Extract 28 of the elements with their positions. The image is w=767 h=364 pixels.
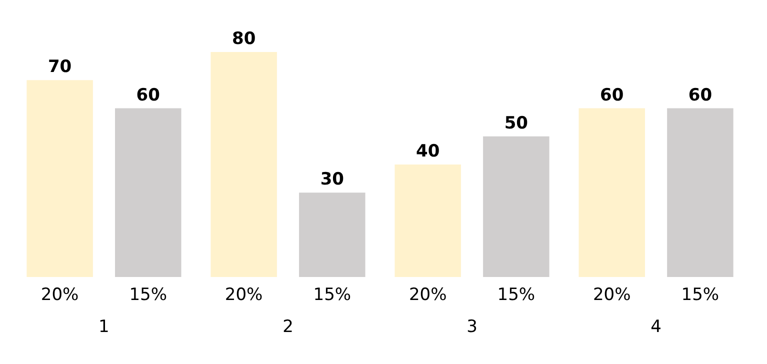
x-tick-label: 3 [466,317,478,337]
data-label: 60 [688,85,712,106]
data-label: 60 [600,85,624,106]
data-label: 30 [320,170,344,190]
bar [394,164,461,277]
data-label: 50 [504,113,528,134]
x-tick-label: 4 [650,317,662,337]
text: 15% [681,285,720,305]
bar [667,108,734,277]
bar [210,52,277,277]
bar [115,108,182,277]
x-tick-label: 2 [282,317,294,337]
series-label: 15% [129,285,168,305]
bar [483,136,550,277]
series-label: 20% [40,285,79,305]
data-label: 60 [136,85,160,106]
text: 15% [313,285,352,305]
data-label: 70 [48,57,72,78]
text: 20% [224,285,263,305]
bar [26,80,93,277]
data-label: 40 [416,142,440,162]
bar [299,192,366,277]
x-tick-label: 1 [98,317,110,337]
text: 20% [592,285,631,305]
text: 15% [497,285,536,305]
text: 20% [408,285,447,305]
bar [578,108,645,277]
data-label: 80 [232,29,256,49]
